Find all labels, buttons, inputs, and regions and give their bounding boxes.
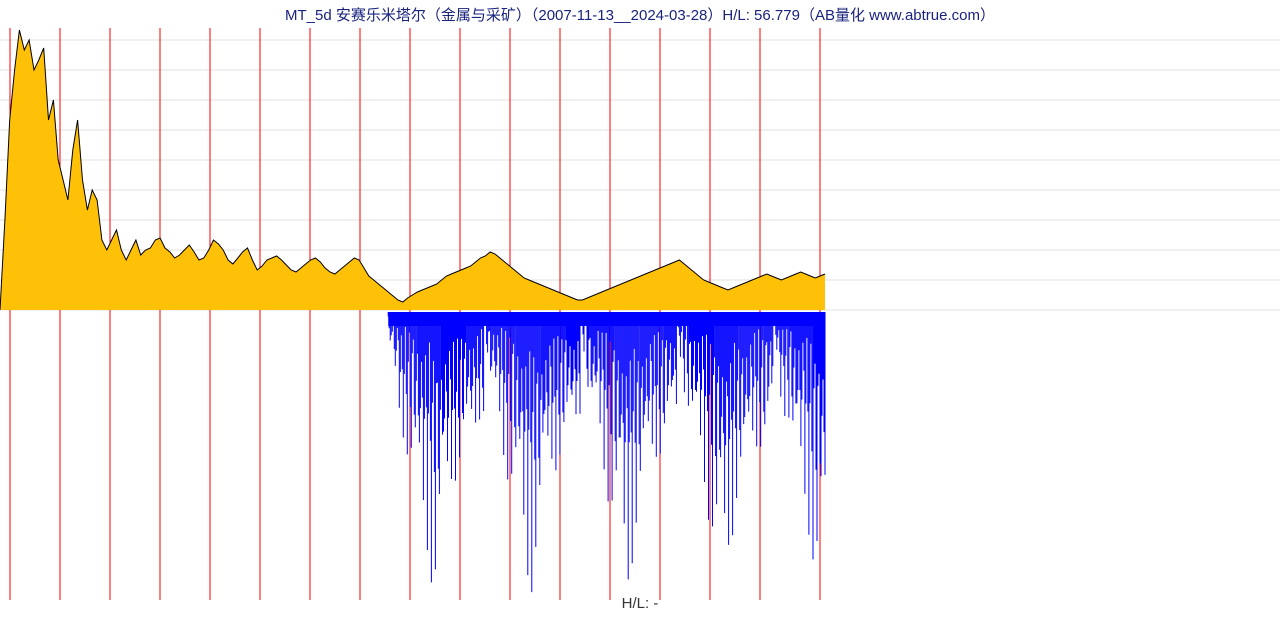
price-volume-chart: [0, 0, 1280, 620]
footer-label: H/L: -: [0, 595, 1280, 612]
